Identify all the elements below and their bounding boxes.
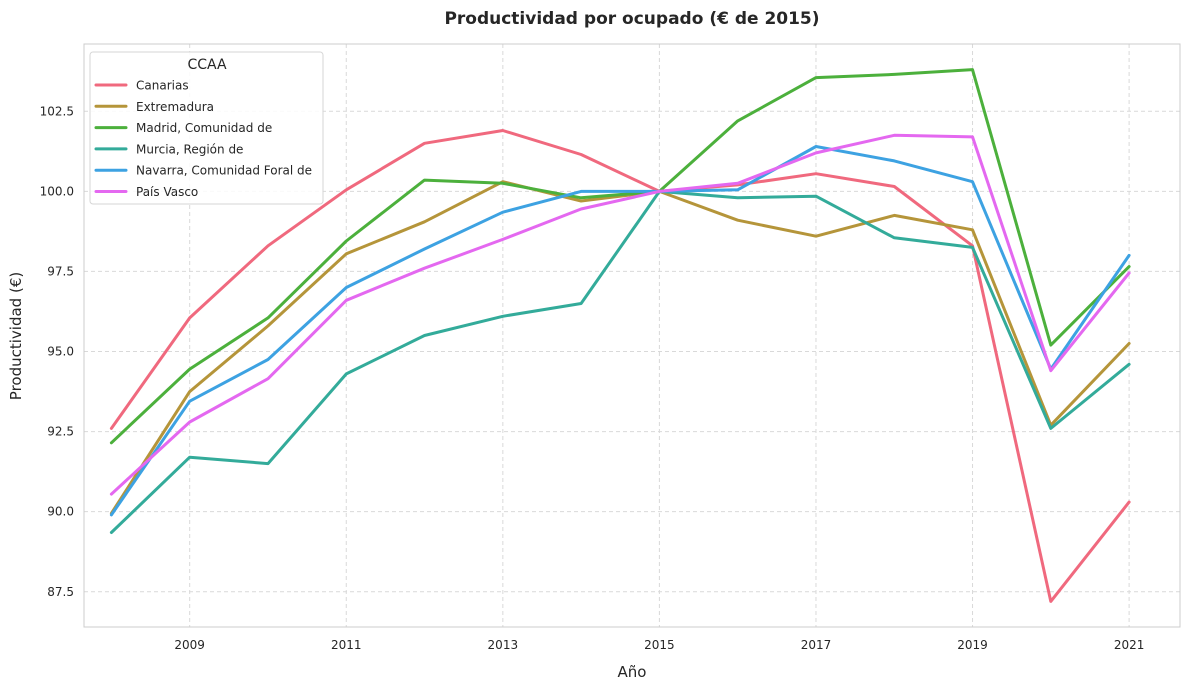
plot-area (83, 43, 1181, 628)
x-tick-label: 2015 (644, 638, 675, 652)
legend-label: Murcia, Región de (136, 142, 243, 156)
y-tick-label: 95.0 (47, 345, 74, 359)
y-tick-label: 102.5 (40, 104, 74, 118)
series-lines (109, 68, 1131, 603)
legend-box (89, 51, 324, 205)
series-line-5 (109, 133, 1131, 496)
y-tick-label: 100.0 (40, 184, 74, 198)
legend-items: Canarias Extremadura Madrid, Comunidad de M… (94, 79, 312, 199)
y-tick-label: 97.5 (47, 264, 74, 278)
y-tick-label: 90.0 (47, 505, 74, 519)
y-axis: 87.5 90.0 92.5 95.0 97.5 100.0 102.5 (40, 104, 74, 598)
x-tick-label: 2021 (1114, 638, 1145, 652)
y-tick-label: 87.5 (47, 585, 74, 599)
series-line-2 (109, 68, 1131, 445)
series-line-4 (109, 145, 1131, 517)
chart-title: Productividad por ocupado (€ de 2015) (444, 9, 819, 29)
x-tick-label: 2009 (174, 638, 205, 652)
legend-title: CCAA (187, 57, 227, 73)
legend-label: Madrid, Comunidad de (136, 121, 272, 135)
x-tick-label: 2017 (801, 638, 832, 652)
y-axis-label: Productividad (€) (7, 272, 25, 400)
legend-label: País Vasco (136, 185, 198, 199)
x-tick-label: 2019 (957, 638, 988, 652)
x-axis-label: Año (618, 663, 647, 681)
legend-label: Canarias (136, 79, 189, 93)
y-tick-label: 92.5 (47, 425, 74, 439)
legend: CCAA Canarias Extremadura Madrid, Comunida… (89, 51, 324, 205)
legend-label: Navarra, Comunidad Foral de (136, 164, 312, 178)
x-tick-label: 2011 (331, 638, 362, 652)
legend-label: Extremadura (136, 100, 214, 114)
series-line-3 (109, 189, 1131, 534)
x-tick-label: 2013 (488, 638, 519, 652)
series-line-1 (109, 180, 1131, 515)
x-axis: 2009 2011 2013 2015 2017 2019 2021 (174, 638, 1144, 652)
series-line-0 (109, 129, 1131, 603)
